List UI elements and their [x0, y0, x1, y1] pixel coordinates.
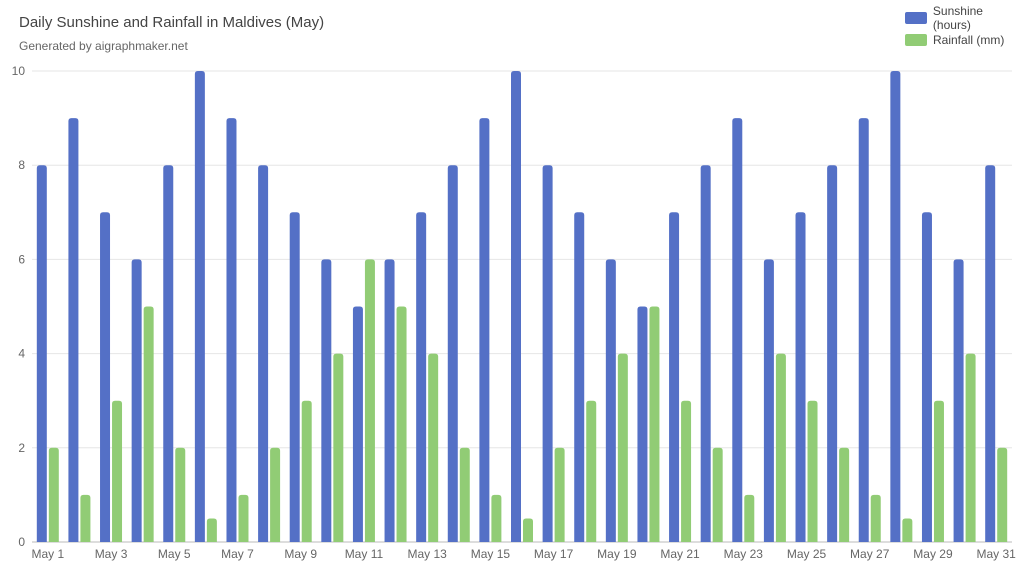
bar-rainfall-9[interactable]: [301, 400, 312, 542]
bar-sunshine-19[interactable]: [605, 259, 616, 542]
bar-rainfall-6[interactable]: [206, 518, 217, 542]
bar-sunshine-24[interactable]: [763, 259, 774, 542]
bar-rainfall-10[interactable]: [333, 353, 344, 542]
bar-rainfall-1[interactable]: [48, 447, 59, 542]
x-tick-label: May 15: [471, 547, 511, 561]
bar-rainfall-16[interactable]: [523, 518, 533, 542]
legend-item-sunshine[interactable]: Sunshine (hours): [905, 4, 1024, 32]
bar-rainfall-15[interactable]: [491, 494, 502, 542]
bar-sunshine-12[interactable]: [384, 259, 395, 542]
bar-rainfall-22[interactable]: [712, 447, 723, 542]
bar-sunshine-14[interactable]: [447, 165, 458, 542]
y-tick-label: 2: [18, 441, 25, 455]
legend-item-rainfall[interactable]: Rainfall (mm): [905, 32, 1024, 48]
bar-sunshine-10[interactable]: [321, 259, 332, 542]
bar-rainfall-2[interactable]: [80, 494, 91, 542]
y-tick-label: 10: [12, 64, 26, 78]
bar-sunshine-11[interactable]: [352, 306, 363, 543]
bar-sunshine-26[interactable]: [827, 165, 838, 542]
bar-rainfall-21[interactable]: [681, 400, 692, 542]
bar-rainfall-13[interactable]: [428, 353, 439, 542]
bar-sunshine-27[interactable]: [858, 118, 869, 542]
bar-rainfall-29[interactable]: [933, 400, 944, 542]
bar-sunshine-16[interactable]: [511, 71, 521, 542]
bar-rainfall-20[interactable]: [649, 306, 660, 543]
bar-sunshine-21[interactable]: [669, 212, 680, 543]
bar-rainfall-3[interactable]: [112, 400, 123, 542]
bar-sunshine-4[interactable]: [131, 259, 142, 542]
bar-sunshine-30[interactable]: [953, 259, 964, 542]
x-tick-label: May 23: [724, 547, 764, 561]
legend: Sunshine (hours) Rainfall (mm): [905, 4, 1024, 54]
bar-sunshine-28[interactable]: [890, 71, 901, 542]
y-tick-label: 0: [18, 535, 25, 549]
bar-sunshine-20[interactable]: [637, 306, 648, 543]
y-tick-label: 6: [18, 252, 25, 266]
bar-rainfall-23[interactable]: [744, 494, 755, 542]
chart-subtitle: Generated by aigraphmaker.net: [19, 39, 188, 53]
x-tick-label: May 29: [913, 547, 953, 561]
x-tick-label: May 11: [345, 547, 384, 561]
bar-rainfall-7[interactable]: [238, 494, 249, 542]
bar-rainfall-27[interactable]: [870, 494, 881, 542]
bar-rainfall-31[interactable]: [997, 447, 1008, 542]
chart-title: Daily Sunshine and Rainfall in Maldives …: [19, 14, 325, 31]
x-tick-label: May 9: [284, 547, 317, 561]
bar-sunshine-31[interactable]: [985, 165, 996, 542]
bar-rainfall-5[interactable]: [175, 447, 186, 542]
bar-sunshine-25[interactable]: [795, 212, 806, 543]
bar-rainfall-4[interactable]: [143, 306, 154, 543]
bar-rainfall-26[interactable]: [839, 447, 850, 542]
bar-sunshine-13[interactable]: [416, 212, 427, 543]
bar-sunshine-3[interactable]: [100, 212, 111, 543]
x-tick-label: May 13: [407, 547, 447, 561]
bar-rainfall-11[interactable]: [364, 259, 375, 542]
x-tick-label: May 25: [787, 547, 827, 561]
x-tick-label: May 7: [221, 547, 254, 561]
bar-rainfall-25[interactable]: [807, 400, 818, 542]
bar-sunshine-9[interactable]: [289, 212, 300, 543]
bar-sunshine-8[interactable]: [258, 165, 269, 542]
bar-sunshine-5[interactable]: [163, 165, 174, 542]
bar-rainfall-12[interactable]: [396, 306, 407, 543]
bar-sunshine-15[interactable]: [479, 118, 490, 542]
bar-rainfall-19[interactable]: [617, 353, 628, 542]
legend-label-sunshine: Sunshine (hours): [932, 4, 983, 32]
x-tick-label: May 3: [95, 547, 128, 561]
x-tick-label: May 5: [158, 547, 191, 561]
x-tick-label: May 19: [597, 547, 637, 561]
legend-label-rainfall: Rainfall (mm): [933, 33, 1005, 47]
bar-sunshine-6[interactable]: [194, 71, 205, 542]
bar-rainfall-17[interactable]: [554, 447, 565, 542]
bar-rainfall-24[interactable]: [775, 353, 786, 542]
x-tick-label: May 21: [660, 547, 700, 561]
x-tick-label: May 1: [31, 547, 64, 561]
bar-rainfall-18[interactable]: [586, 400, 597, 542]
legend-swatch-rainfall: [905, 34, 927, 46]
x-tick-label: May 27: [850, 547, 890, 561]
x-tick-label: May 31: [977, 547, 1017, 561]
bar-sunshine-17[interactable]: [542, 165, 553, 542]
bar-rainfall-28[interactable]: [902, 518, 913, 542]
bar-sunshine-22[interactable]: [700, 165, 711, 542]
bar-sunshine-2[interactable]: [68, 118, 79, 542]
y-tick-label: 8: [18, 158, 25, 172]
bar-rainfall-8[interactable]: [270, 447, 281, 542]
bar-sunshine-29[interactable]: [921, 212, 932, 543]
legend-swatch-sunshine: [905, 12, 927, 24]
x-tick-label: May 17: [534, 547, 574, 561]
y-tick-label: 4: [18, 347, 25, 361]
bar-sunshine-18[interactable]: [574, 212, 585, 543]
bar-sunshine-7[interactable]: [226, 118, 237, 542]
bar-rainfall-14[interactable]: [459, 447, 470, 542]
bar-rainfall-30[interactable]: [965, 353, 976, 542]
bar-sunshine-1[interactable]: [36, 165, 47, 542]
bar-sunshine-23[interactable]: [732, 118, 743, 542]
